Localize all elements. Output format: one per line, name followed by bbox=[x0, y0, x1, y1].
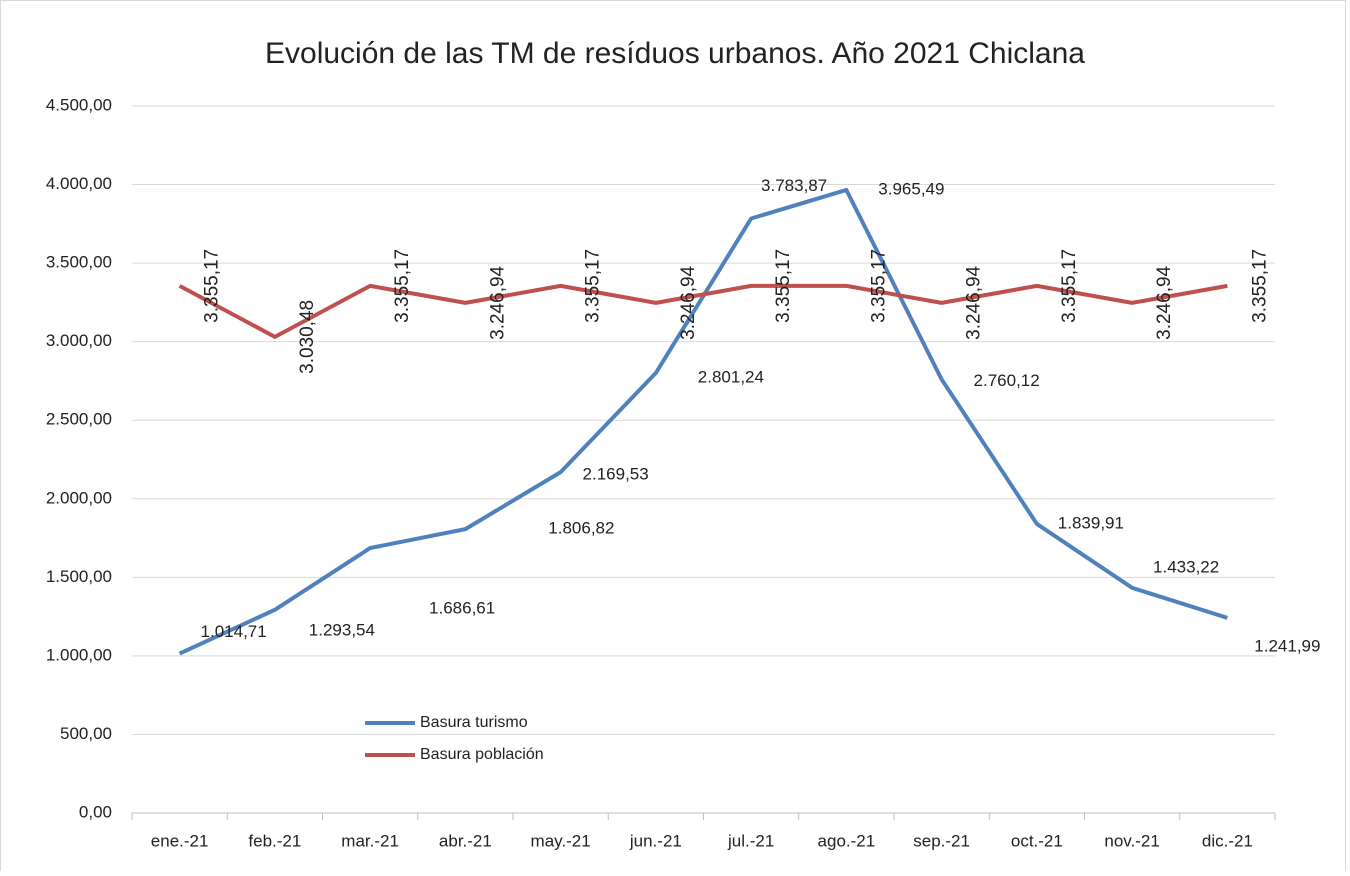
x-tick-label: feb.-21 bbox=[248, 831, 301, 850]
x-tick-label: mar.-21 bbox=[341, 831, 399, 850]
legend-label: Basura turismo bbox=[420, 714, 528, 731]
y-tick-label: 500,00 bbox=[60, 724, 112, 743]
data-label: 3.355,17 bbox=[868, 249, 889, 323]
x-tick-label: oct.-21 bbox=[1011, 831, 1063, 850]
data-label: 3.355,17 bbox=[1249, 249, 1270, 323]
x-tick-label: may.-21 bbox=[531, 831, 591, 850]
data-label: 1.014,71 bbox=[201, 622, 267, 641]
y-tick-label: 1.500,00 bbox=[46, 567, 112, 586]
data-label: 3.783,87 bbox=[761, 176, 827, 195]
data-label: 3.246,94 bbox=[678, 265, 699, 339]
x-tick-label: nov.-21 bbox=[1104, 831, 1159, 850]
y-tick-label: 3.500,00 bbox=[46, 253, 112, 272]
data-label: 3.355,17 bbox=[773, 249, 794, 323]
data-label: 2.801,24 bbox=[698, 367, 764, 386]
legend-label: Basura población bbox=[420, 746, 544, 763]
data-label: 1.839,91 bbox=[1058, 513, 1124, 532]
x-tick-label: ene.-21 bbox=[151, 831, 209, 850]
data-label: 1.686,61 bbox=[429, 598, 495, 617]
x-tick-label: dic.-21 bbox=[1202, 831, 1253, 850]
y-tick-label: 4.000,00 bbox=[46, 174, 112, 193]
x-tick-label: ago.-21 bbox=[818, 831, 876, 850]
y-tick-label: 2.000,00 bbox=[46, 488, 112, 507]
x-tick-label: jul.-21 bbox=[727, 831, 774, 850]
y-tick-label: 4.500,00 bbox=[46, 95, 112, 114]
data-label: 3.355,17 bbox=[392, 249, 413, 323]
data-label: 3.246,94 bbox=[1154, 265, 1175, 339]
y-tick-label: 2.500,00 bbox=[46, 410, 112, 429]
x-tick-label: abr.-21 bbox=[439, 831, 492, 850]
data-label: 3.965,49 bbox=[878, 179, 944, 198]
data-label: 3.246,94 bbox=[487, 265, 508, 339]
data-label: 1.433,22 bbox=[1153, 557, 1219, 576]
y-tick-label: 3.000,00 bbox=[46, 331, 112, 350]
y-tick-label: 0,00 bbox=[79, 802, 112, 821]
data-label: 2.760,12 bbox=[974, 371, 1040, 390]
data-label: 2.169,53 bbox=[583, 465, 649, 484]
data-label: 3.355,17 bbox=[583, 249, 604, 323]
data-label: 1.806,82 bbox=[548, 519, 614, 538]
data-label: 1.293,54 bbox=[309, 620, 375, 639]
series-line bbox=[178, 283, 1228, 339]
chart-title: Evolución de las TM de resíduos urbanos.… bbox=[265, 37, 1085, 70]
data-label: 3.246,94 bbox=[964, 265, 985, 339]
data-label: 3.355,17 bbox=[202, 249, 223, 323]
x-tick-label: sep.-21 bbox=[913, 831, 970, 850]
y-tick-label: 1.000,00 bbox=[46, 645, 112, 664]
x-tick-label: jun.-21 bbox=[629, 831, 682, 850]
data-label: 1.241,99 bbox=[1254, 636, 1320, 655]
data-label: 3.355,17 bbox=[1059, 249, 1080, 323]
data-label: 3.030,48 bbox=[297, 300, 318, 374]
